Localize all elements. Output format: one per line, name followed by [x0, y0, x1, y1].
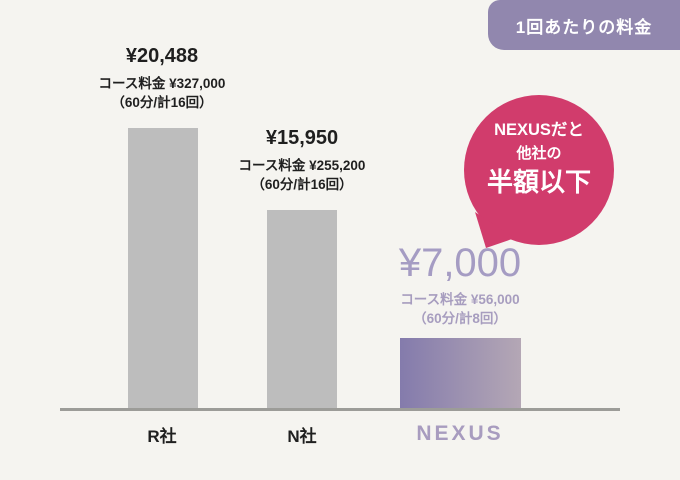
bubble-line-1: NEXUSだと: [494, 121, 584, 139]
chart-title-text: 1回あたりの料金: [515, 17, 653, 37]
course-price-n: コース料金 ¥255,200: [238, 158, 366, 173]
bar-nexus: [400, 338, 521, 408]
category-label-r: R社: [147, 427, 177, 446]
course-detail-n: （60分/計16回）: [251, 177, 353, 192]
x-axis-line: [60, 408, 620, 411]
bubble-line-3: 半額以下: [486, 167, 591, 197]
price-per-session-nexus: ¥7,000: [398, 241, 522, 285]
speech-bubble-text: NEXUSだと 他社の 半額以下: [464, 119, 614, 198]
course-detail-nexus: （60分/計8回）: [413, 311, 507, 326]
category-label-n: N社: [287, 427, 317, 446]
course-detail-r: （60分/計16回）: [111, 95, 213, 110]
price-per-session-n: ¥15,950: [265, 127, 339, 149]
bubble-line-2: 他社の: [516, 145, 562, 162]
bar-label-block-r: ¥20,488 コース料金 ¥327,000 （60分/計16回）: [47, 44, 277, 112]
bar-r: [128, 128, 198, 408]
category-label-nexus: NEXUS: [416, 422, 504, 445]
bar-n: [267, 210, 337, 408]
bar-label-block-nexus: ¥7,000 コース料金 ¥56,000 （60分/計8回）: [345, 242, 575, 328]
price-per-session-r: ¥20,488: [125, 45, 199, 67]
course-price-r: コース料金 ¥327,000: [98, 76, 226, 91]
chart-title-badge: 1回あたりの料金: [488, 0, 680, 50]
bar-label-block-n: ¥15,950 コース料金 ¥255,200 （60分/計16回）: [187, 126, 417, 194]
course-price-nexus: コース料金 ¥56,000: [400, 292, 520, 307]
speech-bubble-shape: [464, 95, 614, 248]
